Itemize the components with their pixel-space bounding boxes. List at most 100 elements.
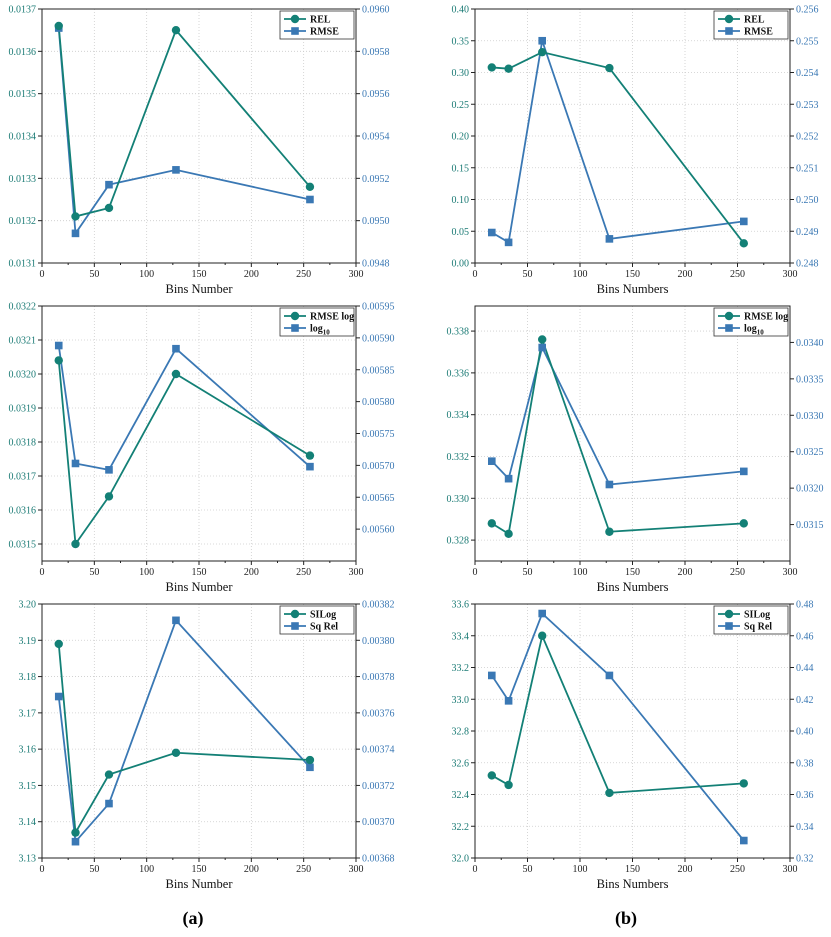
x-tick-label: 150 <box>192 567 207 578</box>
y-left-tick-label: 3.20 <box>19 600 37 611</box>
data-point-circle <box>71 212 80 221</box>
y-right-tick-label: 0.248 <box>796 259 819 270</box>
y-right-tick-label: 0.0325 <box>796 447 824 458</box>
data-point-square <box>54 341 63 350</box>
y-left-tick-label: 3.14 <box>19 817 37 828</box>
y-left-tick-label: 3.16 <box>19 745 37 756</box>
y-left-tick-label: 33.4 <box>452 631 470 642</box>
y-right-tick-label: 0.00575 <box>362 429 395 440</box>
y-right-tick-label: 0.44 <box>796 663 814 674</box>
x-tick-label: 300 <box>783 567 798 578</box>
charts-container: 0 50 100 150 200 250 3000.01310.01320.01330.01… <box>9 5 824 892</box>
legend-marker <box>291 324 299 332</box>
data-point-circle <box>54 356 63 365</box>
y-left-tick-label: 0.336 <box>447 368 470 379</box>
data-point-square <box>504 697 513 705</box>
y-right-tick-label: 0.00372 <box>362 781 395 792</box>
y-right-tick-label: 0.00382 <box>362 600 395 611</box>
y-left-tick-label: 0.332 <box>447 452 470 463</box>
x-tick-label: 50 <box>523 864 533 875</box>
legend-label-text: SILog <box>744 610 770 621</box>
legend-label: SILog <box>310 610 336 621</box>
chart-b3: 0 50 100 150 200 250 300 32.0 32.2 32.4 32.6 32.8 33… <box>452 600 814 892</box>
y-left-tick-label: 33.2 <box>452 663 470 674</box>
data-point-circle <box>504 780 513 790</box>
y-right-tick-label: 0.00595 <box>362 302 395 313</box>
y-left-tick-label: 32.2 <box>452 822 470 833</box>
y-left-tick-label: 33.0 <box>452 695 470 706</box>
legend-label: RMSE <box>744 27 773 38</box>
y-right-tick-label: 0.255 <box>796 36 819 47</box>
y-left-tick-label: 3.18 <box>19 672 37 683</box>
data-point-circle <box>487 519 496 528</box>
y-right-tick-label: 0.0315 <box>796 520 824 531</box>
x-tick-label: 100 <box>573 567 588 578</box>
data-point-circle <box>504 529 513 539</box>
x-tick-label: 300 <box>783 269 798 280</box>
y-right-tick-label: 0.0335 <box>796 374 824 385</box>
x-tick-label: 100 <box>139 269 154 280</box>
x-tick-label: 250 <box>296 567 311 578</box>
legend-label: RMSE <box>310 27 339 38</box>
y-right-tick-label: 0.40 <box>796 727 814 738</box>
data-point-circle <box>538 335 547 344</box>
x-tick-label: 200 <box>244 269 259 280</box>
y-right-tick-label: 0.00590 <box>362 333 395 344</box>
x-axis-label: Bins Numbers <box>597 282 669 296</box>
y-left-tick-label: 0.0135 <box>9 89 37 100</box>
x-tick-label: 50 <box>89 269 99 280</box>
legend-label-text: RMSE <box>310 27 339 38</box>
y-right-tick-label: 0.0960 <box>362 5 390 16</box>
x-axis-label: Bins Numbers <box>597 580 669 594</box>
x-tick-label: 150 <box>192 269 207 280</box>
x-tick-label: 50 <box>523 269 533 280</box>
legend-label: Sq Rel <box>744 622 772 633</box>
x-tick-label: 300 <box>783 864 798 875</box>
legend-label: RMSE log <box>744 312 788 323</box>
y-left-tick-label: 0.338 <box>447 327 470 338</box>
y-left-tick-label: 0.0322 <box>9 302 37 313</box>
data-point-circle <box>739 519 748 528</box>
data-point-square <box>488 228 496 237</box>
series-line-rmse-log <box>57 360 311 547</box>
data-point-square <box>488 457 496 465</box>
y-left-tick-label: 0.30 <box>452 68 470 79</box>
y-left-tick-label: 3.19 <box>19 636 37 647</box>
y-right-tick-label: 0.252 <box>796 132 819 143</box>
data-point-circle <box>605 63 614 73</box>
x-tick-label: 200 <box>678 269 693 280</box>
y-right-tick-label: 0.0956 <box>362 89 390 100</box>
y-left-tick-label: 0.0133 <box>9 174 37 185</box>
series-line-silog <box>57 643 310 836</box>
data-point-square <box>488 671 496 680</box>
y-right-tick-label: 0.0950 <box>362 216 390 227</box>
y-left-tick-label: 0.0134 <box>9 132 37 143</box>
y-right-tick-label: 0.0948 <box>362 259 390 270</box>
y-left-tick-label: 0.0316 <box>9 506 37 517</box>
y-right-tick-label: 0.0954 <box>362 132 390 143</box>
series-line-silog <box>491 632 744 794</box>
data-point-circle <box>305 451 315 460</box>
x-tick-label: 200 <box>678 567 693 578</box>
y-right-tick-label: 0.46 <box>796 631 814 642</box>
legend-label-text: REL <box>744 15 765 26</box>
data-point-square <box>306 763 314 772</box>
y-left-tick-label: 33.6 <box>452 600 470 611</box>
data-point-circle <box>171 369 181 379</box>
x-axis-label: Bins Number <box>165 282 233 296</box>
data-point-circle <box>104 770 114 779</box>
data-point-square <box>172 166 180 174</box>
data-point-circle <box>739 779 748 788</box>
y-left-tick-label: 0.0315 <box>9 540 37 551</box>
x-tick-label: 0 <box>473 567 478 578</box>
x-tick-label: 100 <box>573 864 588 875</box>
legend-marker <box>291 622 299 630</box>
legend-marker <box>290 14 300 24</box>
data-point-circle <box>739 239 748 248</box>
data-point-circle <box>487 63 496 72</box>
y-right-tick-label: 0.00376 <box>362 708 395 719</box>
legend-marker <box>291 27 299 35</box>
y-left-tick-label: 0.00 <box>452 259 470 270</box>
y-left-tick-label: 0.0317 <box>9 472 37 483</box>
legend-label: REL <box>744 15 765 26</box>
